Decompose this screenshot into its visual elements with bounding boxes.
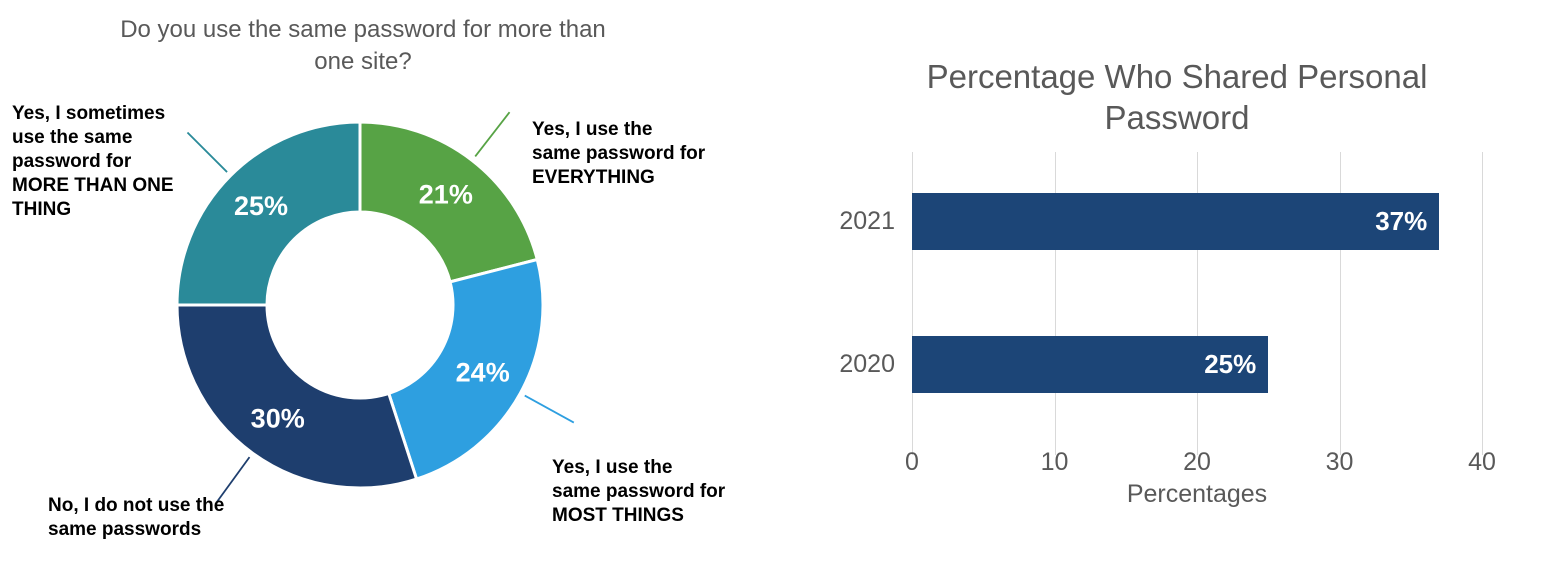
- slice-leader-line: [186, 131, 228, 173]
- slice-callout: No, I do not use the same passwords: [48, 494, 224, 542]
- callout-line: Yes, I use the: [552, 457, 673, 478]
- bar-chart-title-line1: Percentage Who Shared Personal: [926, 58, 1428, 95]
- callout-bold-line: MORE THAN ONE: [12, 175, 174, 196]
- donut-chart-title: Do you use the same password for more th…: [63, 14, 663, 78]
- bar-value-label: 25%: [1204, 348, 1257, 379]
- bar-chart-title: Percentage Who Shared Personal Password: [852, 56, 1502, 138]
- slice-percent-label: 24%: [456, 357, 510, 387]
- slice-callout: Yes, I sometimes use the same password for…: [12, 102, 174, 222]
- bar: 37%: [912, 192, 1440, 250]
- x-tick-label: 20: [1183, 448, 1211, 476]
- callout-bold-line: EVERYTHING: [532, 167, 655, 188]
- slice-percent-label: 30%: [251, 403, 305, 433]
- donut-slice: [175, 120, 362, 307]
- gridline: [1482, 152, 1483, 455]
- callout-line: same password for: [532, 143, 706, 164]
- bar-chart: Percentage Who Shared Personal Password …: [800, 0, 1558, 577]
- x-tick-label: 30: [1325, 448, 1354, 476]
- slice-percent-label: 25%: [234, 191, 288, 221]
- gridline: [1054, 152, 1056, 455]
- callout-bold-line: MOST THINGS: [552, 505, 684, 526]
- x-tick-label: 40: [1468, 448, 1496, 476]
- callout-bold-line: THING: [12, 199, 72, 220]
- x-tick-label: 0: [905, 448, 919, 476]
- x-axis-title: Percentages: [1126, 480, 1268, 508]
- donut-slice: [386, 257, 545, 481]
- callout-line: same passwords: [48, 519, 202, 540]
- gridline: [1339, 152, 1341, 455]
- callout-line: password for: [12, 151, 132, 172]
- category-label: 2021: [839, 207, 895, 236]
- donut-chart-title-line1: Do you use the same password for more th…: [120, 16, 606, 43]
- bar: 25%: [912, 335, 1269, 393]
- donut-chart: Do you use the same password for more th…: [12, 14, 725, 542]
- callout-line: same password for: [552, 481, 726, 502]
- callout-line: Yes, I use the: [532, 119, 653, 140]
- slice-leader-line: [474, 111, 511, 158]
- x-tick-label: 10: [1040, 448, 1069, 476]
- donut-plot: 21% 24% 30% 25%: [175, 111, 575, 503]
- slice-callout: Yes, I use the same password for EVERYTHIN…: [532, 118, 705, 190]
- donut-slice: [358, 120, 540, 284]
- callout-line: No, I do not use the: [48, 495, 225, 516]
- bar-value-label: 37%: [1375, 205, 1428, 236]
- slice-callout: Yes, I use the same password for MOST THIN…: [552, 456, 725, 528]
- bar-chart-title-line2: Password: [1104, 99, 1250, 136]
- gridline: [912, 152, 913, 455]
- category-label: 2020: [839, 350, 895, 379]
- slice-percent-label: 21%: [419, 179, 473, 209]
- slice-leader-line: [215, 456, 251, 503]
- slice-leader-line: [524, 394, 575, 424]
- gridline: [1197, 152, 1198, 455]
- donut-slice: [175, 303, 419, 490]
- callout-line: use the same: [12, 127, 133, 148]
- callout-line: Yes, I sometimes: [12, 103, 166, 124]
- donut-chart-title-line2: one site?: [314, 48, 412, 75]
